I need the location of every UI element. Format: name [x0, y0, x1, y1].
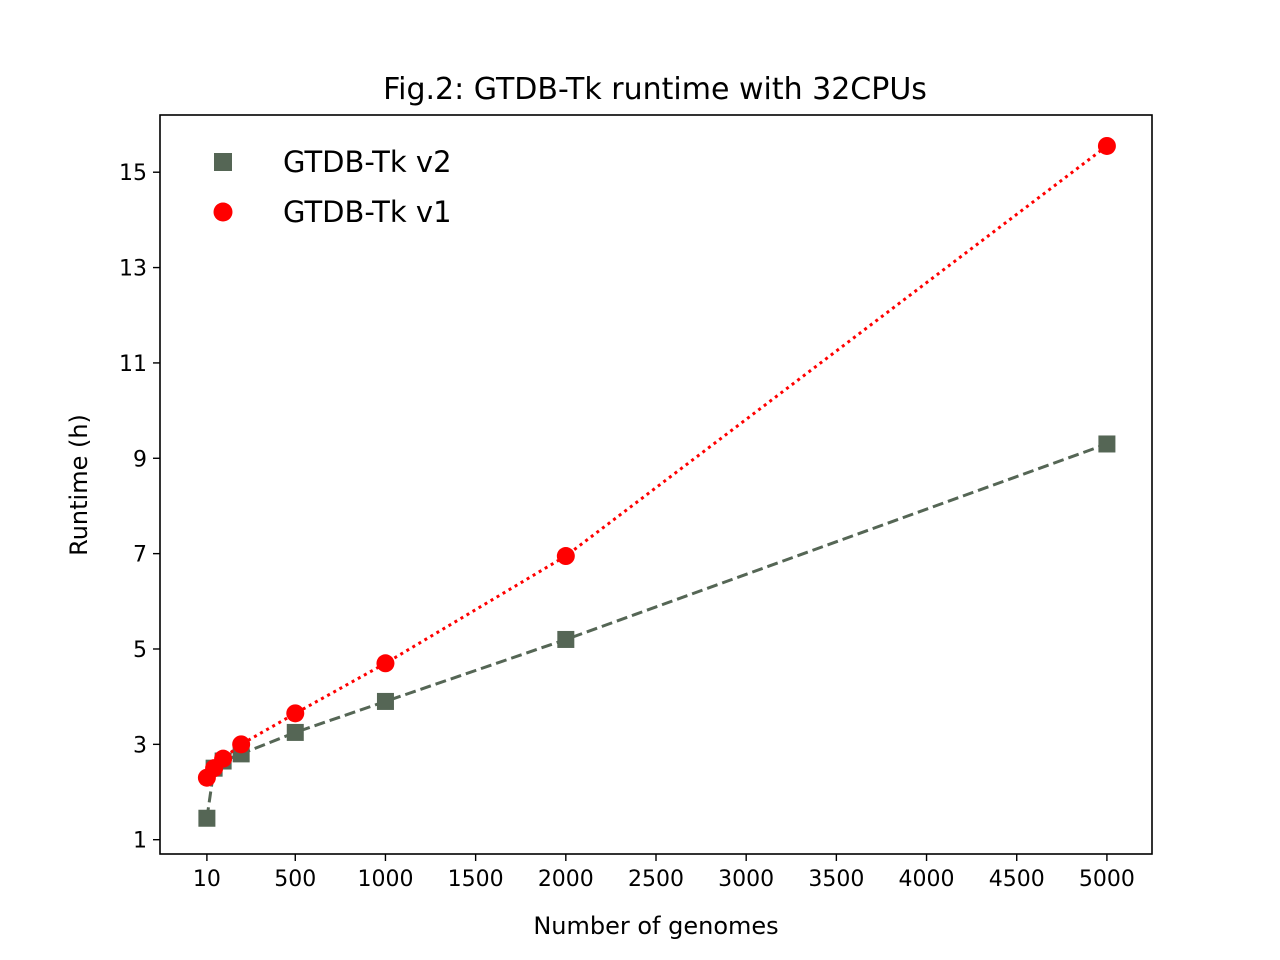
gtdb-tk-v1-line: [205, 144, 1108, 779]
gtdb-tk-v2-line: [205, 442, 1108, 819]
y-axis-label: Runtime (h): [65, 414, 93, 556]
gtdb-tk-v2-legend-marker: [214, 153, 232, 171]
series-layer: [197, 136, 1116, 827]
gtdb-tk-v1-legend-marker: [213, 202, 233, 222]
gtdb-tk-v2-point: [1098, 435, 1116, 453]
x-tick-label: 10: [193, 867, 221, 892]
y-tick-label: 3: [133, 733, 147, 758]
x-tick-label: 4000: [899, 867, 955, 892]
y-tick-label: 5: [133, 638, 147, 663]
gtdb-tk-v2-legend-label: GTDB-Tk v2: [283, 145, 452, 179]
gtdb-tk-v2-point: [557, 630, 575, 648]
gtdb-tk-v1-point: [232, 735, 251, 754]
x-axis: 10 500 1000 1500 2000 2500 3000 3500 4000 4500 500…: [193, 854, 1135, 892]
y-tick-label: 11: [119, 352, 147, 377]
x-tick-label: 4500: [989, 867, 1045, 892]
gtdb-tk-v2-point: [198, 809, 216, 827]
gtdb-tk-v2-point: [286, 723, 304, 741]
legend: GTDB-Tk v2 GTDB-Tk v1: [213, 145, 452, 229]
y-tick-label: 13: [119, 257, 147, 282]
x-tick-label: 3500: [808, 867, 864, 892]
x-tick-label: 3000: [718, 867, 774, 892]
y-tick-label: 15: [119, 161, 147, 186]
x-tick-label: 500: [274, 867, 316, 892]
x-tick-label: 5000: [1079, 867, 1135, 892]
gtdb-tk-v1-point: [376, 654, 395, 673]
gtdb-tk-v1-point: [1097, 136, 1116, 155]
x-tick-label: 2500: [628, 867, 684, 892]
chart-title: Fig.2: GTDB-Tk runtime with 32CPUs: [383, 72, 927, 107]
gtdb-tk-v1-legend-label: GTDB-Tk v1: [283, 195, 452, 229]
gtdb-tk-v1-point: [556, 547, 575, 566]
x-tick-label: 1500: [448, 867, 504, 892]
gtdb-tk-v2-point: [376, 692, 394, 710]
x-axis-label: Number of genomes: [533, 912, 778, 940]
y-tick-label: 7: [133, 543, 147, 568]
y-tick-label: 9: [133, 447, 147, 472]
x-tick-label: 1000: [357, 867, 413, 892]
gtdb-tk-v1-point: [286, 704, 305, 723]
gtdb-tk-v1-point: [214, 749, 233, 768]
y-tick-label: 1: [133, 829, 147, 854]
x-tick-label: 2000: [538, 867, 594, 892]
